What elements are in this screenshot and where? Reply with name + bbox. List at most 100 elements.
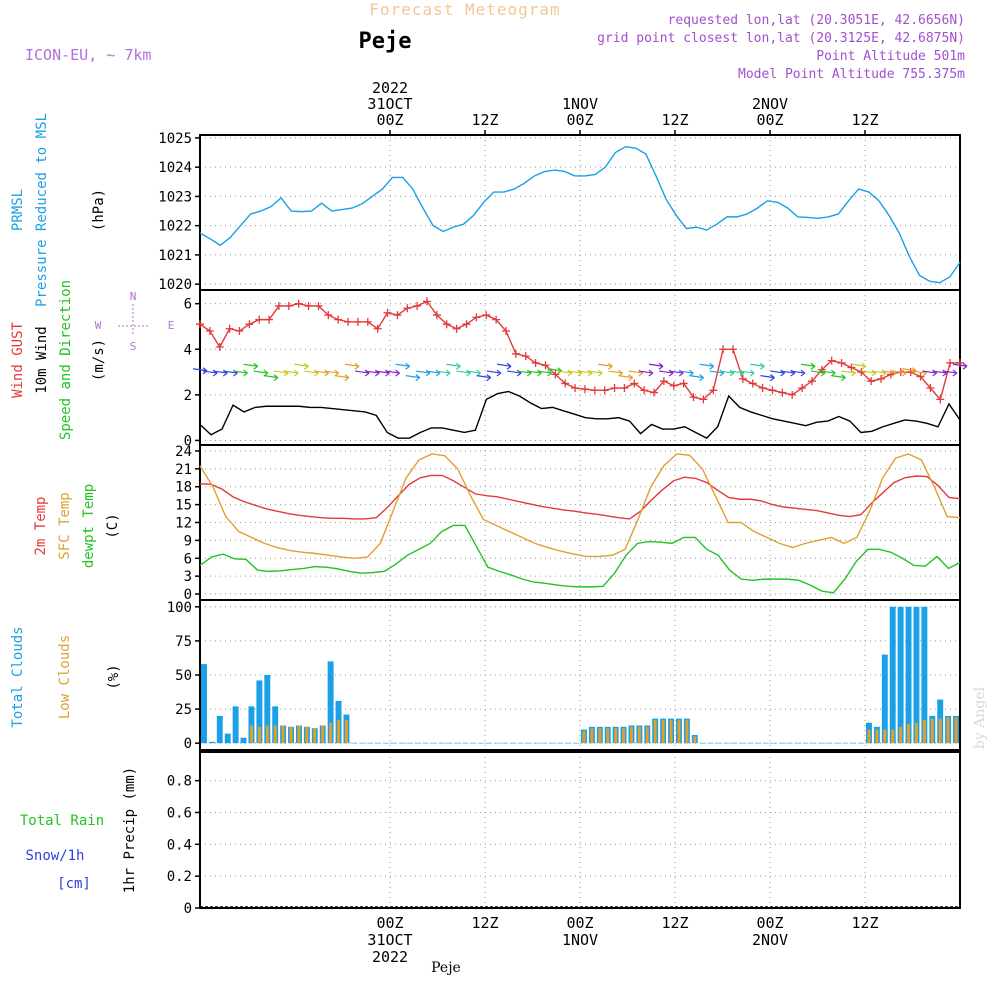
compass-n: N — [130, 290, 137, 303]
gust-marker — [482, 311, 491, 320]
wind-arrow-head — [354, 362, 360, 370]
wind-arrow — [881, 370, 897, 374]
panel-label: (C) — [105, 513, 121, 538]
wind-arrow — [415, 370, 431, 374]
low-cloud-bar — [637, 726, 641, 744]
low-cloud-bar — [297, 725, 301, 744]
total-cloud-bar — [913, 606, 920, 744]
wind-arrow — [770, 370, 785, 374]
wind-arrow — [263, 375, 279, 379]
gust-marker — [511, 349, 520, 358]
y-tick-label: 24 — [175, 444, 192, 460]
compass-w: W — [95, 319, 102, 332]
wind-arrow — [304, 370, 319, 374]
wind-arrow — [709, 370, 724, 374]
wind-arrow — [507, 370, 522, 374]
wind-arrow — [892, 370, 907, 374]
wind-arrow-head — [709, 362, 715, 370]
panel-label: Pressure Reduced to MSL — [34, 113, 50, 307]
y-tick-label: 0 — [184, 433, 192, 449]
wind-arrow — [436, 370, 451, 374]
bottom-time-label: 00Z — [376, 914, 403, 932]
wind-arrow — [588, 370, 603, 374]
gust-marker — [314, 301, 323, 310]
temperature-series-0 — [199, 474, 961, 520]
wind-arrow-head — [303, 362, 309, 370]
total-cloud-bar — [248, 706, 255, 744]
gust-marker — [353, 317, 362, 326]
gust-marker — [383, 308, 392, 317]
low-cloud-bar — [344, 720, 348, 744]
low-cloud-bar — [899, 726, 903, 744]
gust-marker — [432, 311, 441, 320]
low-cloud-bar — [891, 729, 895, 744]
wind-arrow-head — [800, 369, 806, 377]
y-tick-label: 15 — [175, 498, 192, 514]
gust-marker — [215, 342, 224, 351]
low-cloud-bar — [590, 728, 594, 744]
gust-marker — [827, 356, 836, 365]
gust-marker — [334, 315, 343, 324]
y-tick-label: 25 — [175, 702, 192, 718]
y-tick-label: 0.6 — [167, 805, 192, 821]
low-cloud-bar — [622, 728, 626, 744]
y-tick-label: 6 — [184, 297, 192, 313]
top-time-label: 12Z — [661, 111, 688, 129]
low-cloud-bar — [606, 728, 610, 744]
precip-panel: 0 0.2 0.4 0.6 0.8 — [167, 751, 961, 917]
panel-label: 2m Temp — [33, 496, 49, 555]
wind-arrow — [729, 370, 745, 374]
gust-marker — [916, 372, 925, 381]
gust-marker — [561, 379, 570, 388]
wind-arrow — [557, 370, 572, 374]
gust-marker — [294, 299, 303, 308]
y-tick-label: 4 — [184, 342, 192, 358]
gust-marker — [699, 395, 708, 404]
wind-arrow — [486, 370, 501, 374]
gust-marker — [610, 384, 619, 393]
wind-arrow-head — [273, 374, 279, 382]
wind-arrow-head — [770, 374, 775, 382]
wind-arrow — [385, 370, 400, 374]
wind-arrow-head — [851, 369, 856, 377]
bottom-time-label: 1NOV — [562, 931, 598, 949]
compass-e: E — [168, 319, 175, 332]
y-tick-label: 1025 — [158, 131, 192, 147]
bottom-time-label: 12Z — [851, 914, 878, 932]
gust-marker — [472, 313, 481, 322]
low-cloud-bar — [645, 726, 649, 744]
wind-arrow — [253, 370, 268, 374]
gust-marker — [798, 384, 807, 393]
wind-arrow — [760, 375, 775, 379]
gust-marker — [571, 384, 580, 393]
panel-label: SFC Temp — [57, 492, 73, 559]
gust-marker — [225, 324, 234, 333]
low-cloud-bar — [305, 726, 309, 744]
low-cloud-bar — [946, 717, 950, 744]
wind-arrow-head — [759, 362, 765, 370]
gust-marker — [758, 384, 767, 393]
wind-arrow-head — [901, 369, 907, 377]
wind-arrow-head — [810, 362, 816, 370]
total-cloud-bar — [208, 741, 215, 744]
wind-arrow — [618, 375, 633, 379]
low-cloud-bar — [661, 720, 665, 744]
gust-marker — [521, 352, 530, 361]
gust-marker — [580, 385, 589, 394]
low-cloud-bar — [321, 725, 325, 744]
wind-arrow-head — [445, 369, 451, 377]
gust-marker — [709, 386, 718, 395]
clouds-frame — [199, 599, 961, 751]
gust-marker — [255, 315, 264, 324]
low-cloud-bar — [914, 722, 918, 744]
pressure-panel: 1020 1021 1022 1023 1024 1025 — [158, 131, 961, 293]
bottom-time-label: 12Z — [471, 914, 498, 932]
gust-marker — [442, 320, 451, 329]
gust-marker — [946, 358, 955, 367]
low-cloud-bar — [907, 724, 911, 744]
wind-arrow — [405, 375, 420, 379]
y-tick-label: 1022 — [158, 219, 192, 235]
top-time-label: 12Z — [471, 111, 498, 129]
gust-marker — [541, 361, 550, 370]
